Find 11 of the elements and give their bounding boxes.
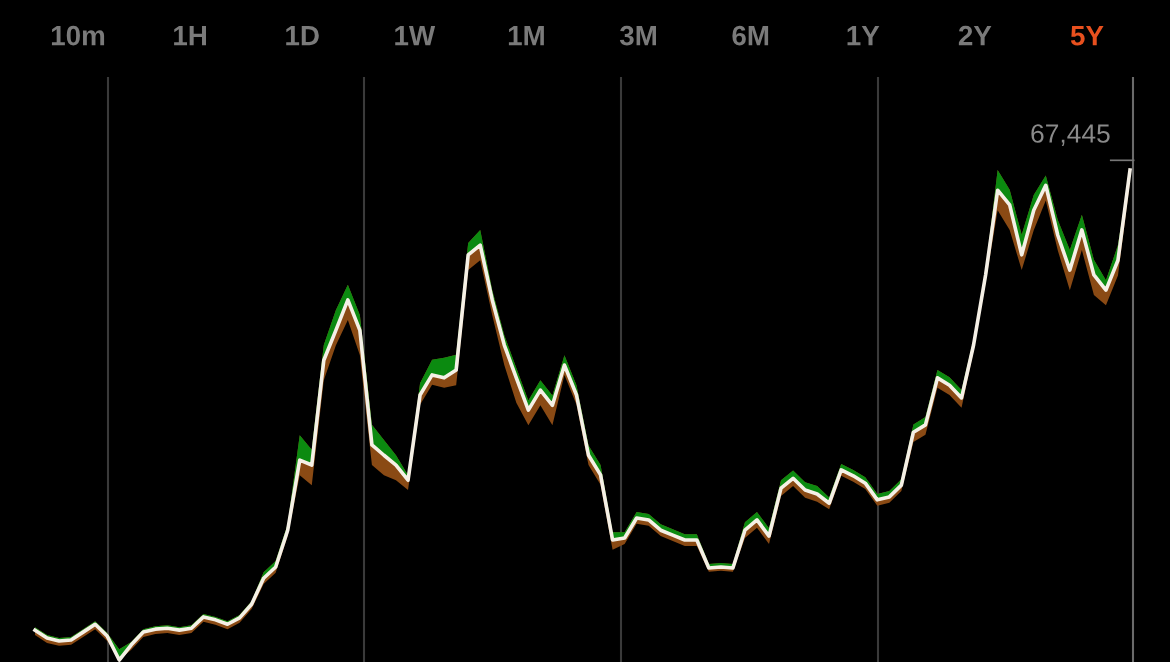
text: 3M [619,25,656,46]
text: 2Y [958,25,992,46]
text: 5Y [1070,26,1104,46]
text: 1W [395,26,436,46]
text: 10m [51,25,105,46]
text: 1H [174,26,206,46]
text: 67,445 [1031,124,1110,146]
text: 1Y [847,26,880,46]
text: 6M [732,25,769,46]
text: 1M [508,26,544,46]
text: 1D [286,26,319,46]
